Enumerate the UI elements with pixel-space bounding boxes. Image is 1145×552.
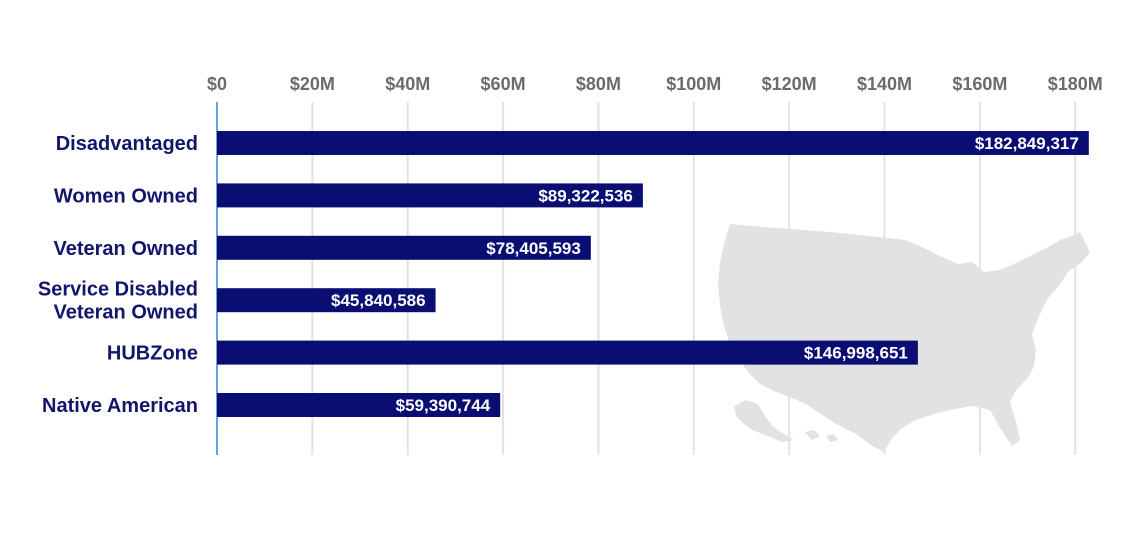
- x-tick-label: $40M: [385, 74, 430, 94]
- data-label: $78,405,593: [486, 239, 581, 258]
- bars: [217, 131, 1089, 417]
- bar: [217, 131, 1089, 155]
- x-tick-label: $80M: [576, 74, 621, 94]
- bar: [217, 183, 643, 208]
- us-map-background: [718, 224, 1090, 452]
- category-label-line: Service Disabled: [38, 279, 198, 301]
- category-label-line: Women Owned: [54, 185, 198, 207]
- category-label-line: Veteran Owned: [54, 238, 199, 260]
- x-tick-label: $20M: [290, 74, 335, 94]
- bar: [217, 340, 918, 365]
- x-tick-label: $0: [207, 74, 227, 94]
- x-tick-label: $180M: [1048, 74, 1103, 94]
- x-tick-label: $160M: [952, 74, 1007, 94]
- category-label-line: HUBZone: [107, 343, 198, 365]
- category-label-line: Veteran Owned: [54, 302, 199, 324]
- category-label-line: Native American: [42, 395, 198, 417]
- x-tick-label: $140M: [857, 74, 912, 94]
- data-label: $59,390,744: [396, 396, 491, 415]
- category-label-line: Disadvantaged: [56, 133, 198, 155]
- data-label: $89,322,536: [538, 186, 633, 205]
- data-label: $182,849,317: [975, 134, 1079, 153]
- x-tick-label: $60M: [481, 74, 526, 94]
- category-label: Native American: [42, 395, 198, 417]
- x-axis-ticks: $0 $20M $40M $60M $80M $100M $120M $140M $160M $1…: [207, 74, 1103, 94]
- category-label: Disadvantaged: [56, 133, 198, 155]
- category-label: Women Owned: [54, 185, 198, 207]
- data-label: $146,998,651: [804, 344, 908, 363]
- category-label: Veteran Owned: [54, 238, 199, 260]
- bar: [217, 235, 591, 260]
- us-map-silhouette: [718, 224, 1090, 452]
- category-label: Service Disabled Veteran Owned: [38, 279, 198, 324]
- bar: [217, 288, 436, 313]
- bar: [217, 393, 501, 417]
- x-tick-label: $100M: [666, 74, 721, 94]
- category-label: HUBZone: [107, 343, 198, 365]
- data-labels: $182,849,317 $89,322,536 $78,405,593 $45,84…: [331, 134, 1079, 415]
- data-label: $45,840,586: [331, 291, 426, 310]
- x-tick-label: $120M: [762, 74, 817, 94]
